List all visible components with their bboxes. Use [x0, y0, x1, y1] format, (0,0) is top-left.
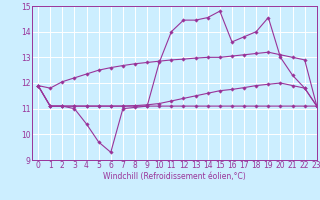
X-axis label: Windchill (Refroidissement éolien,°C): Windchill (Refroidissement éolien,°C): [103, 172, 246, 181]
